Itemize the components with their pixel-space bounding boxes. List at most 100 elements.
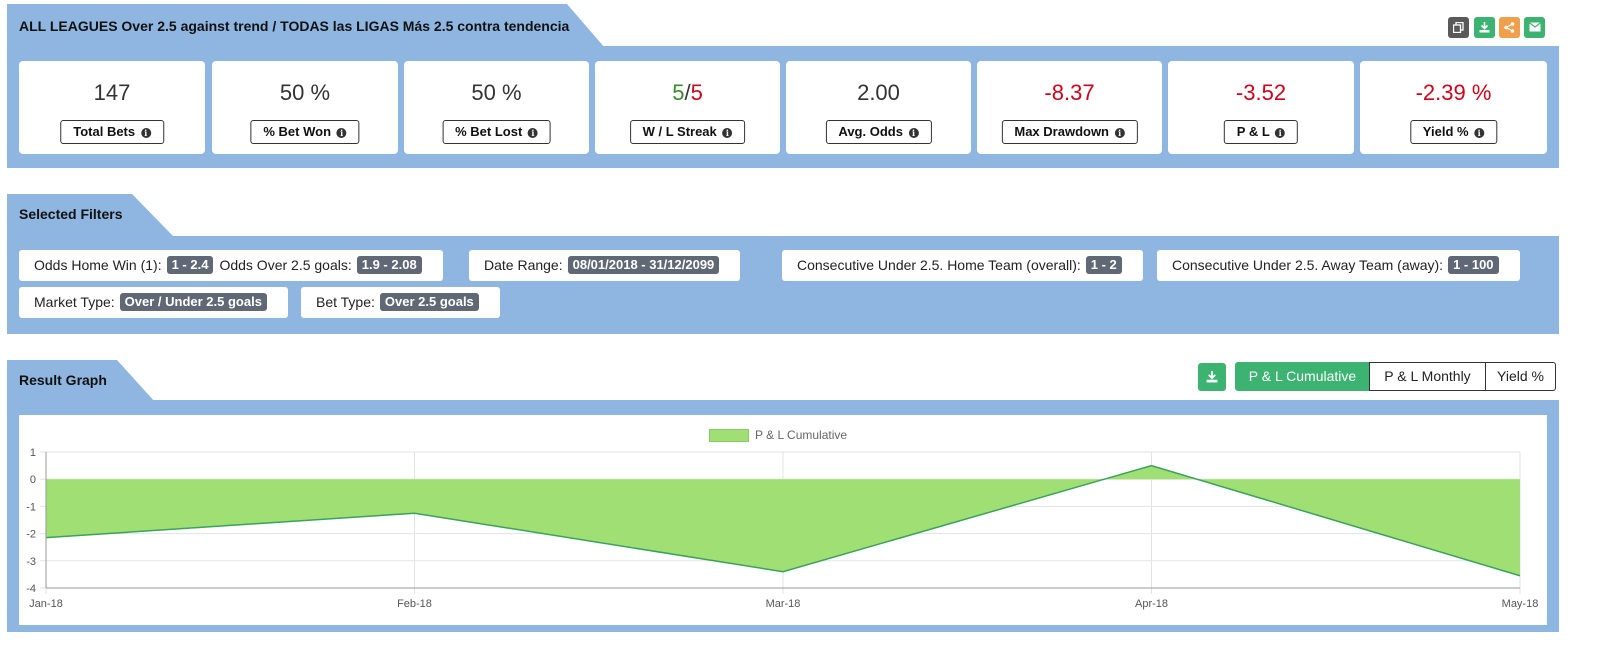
filter-date-range-chip: Date Range: 08/01/2018 - 31/12/2099 [469,250,741,281]
pnl-chart: 1 0 -1 -2 -3 -4 Jan-18 Feb-18 Mar-18 Apr-18 May-18 [26,447,1539,610]
info-icon: i [140,128,151,138]
info-icon: i [908,128,919,138]
filter-label: Market Type: [34,294,115,310]
stat-total-bets: 147 Total Bets i [19,61,205,154]
filters-title: Selected Filters [19,206,123,222]
download-button[interactable] [1474,17,1495,38]
info-icon: i [722,128,733,138]
y-tick-label: -2 [26,529,36,541]
stat-label-button[interactable]: % Bet Won i [250,120,360,144]
stat-value: 147 [93,80,131,105]
pnl-line [45,464,1521,577]
filter-home-under-chip: Consecutive Under 2.5. Home Team (overal… [782,250,1143,281]
x-tick-label: Apr-18 [1135,598,1168,610]
legend-label: P & L Cumulative [755,428,848,442]
stat-label-button[interactable]: P & L i [1223,120,1299,144]
streak-separator: / [684,80,691,105]
filters-tab-shape [7,194,173,236]
filter-label: Consecutive Under 2.5. Away Team (away): [1172,257,1444,273]
stat-label: Yield % [1422,124,1469,139]
stat-max-drawdown: -8.37 Max Drawdown i [977,61,1162,154]
stat-avg-odds: 2.00 Avg. Odds i [786,61,971,154]
stat-value: -8.37 [1044,80,1095,105]
stat-label-button[interactable]: Avg. Odds i [825,120,932,144]
stat-label: Max Drawdown [1014,124,1109,139]
graph-title: Result Graph [19,372,107,388]
page-title: ALL LEAGUES Over 2.5 against trend / TOD… [19,18,570,34]
filter-badge: 1 - 100 [1448,256,1499,274]
x-tick-label: Jan-18 [29,598,63,610]
pnl-monthly-button[interactable]: P & L Monthly [1369,362,1486,391]
share-icon [1504,22,1515,33]
stat-label-button[interactable]: % Bet Lost i [442,120,551,144]
stat-label-button[interactable]: Total Bets i [60,120,164,144]
copy-icon [1452,21,1464,34]
info-icon: i [1114,128,1125,138]
filter-label: Date Range: [484,257,563,273]
graph-download-button[interactable] [1198,363,1226,391]
chart-panel: P & L Cumulative 1 0 -1 -2 -3 -4 Jan-18 Feb-18 M… [19,415,1547,625]
filter-label: Odds Over 2.5 goals: [219,257,352,273]
stat-label: Total Bets [73,124,136,139]
stat-bet-lost: 50 % % Bet Lost i [404,61,589,154]
stat-label: Avg. Odds [838,124,903,139]
legend-swatch [709,429,749,442]
filter-away-under-chip: Consecutive Under 2.5. Away Team (away):… [1157,250,1520,281]
stat-value: 50 % [471,80,522,105]
stat-pnl: -3.52 P & L i [1168,61,1354,154]
graph-tab-shape [7,360,155,402]
email-button[interactable] [1524,17,1545,38]
stat-label: % Bet Won [263,124,332,139]
download-icon [1206,371,1218,383]
y-tick-label: 0 [30,474,36,486]
stat-label-button[interactable]: Max Drawdown i [1001,120,1138,144]
streak-win: 5 [672,80,685,105]
stat-label-button[interactable]: W / L Streak i [629,120,746,144]
filter-badge: 1 - 2 [1085,256,1122,274]
stat-value: -2.39 % [1415,80,1492,105]
stat-label: W / L Streak [642,124,717,139]
info-icon: i [527,128,538,138]
y-tick-label: -3 [26,556,36,568]
stat-label: % Bet Lost [455,124,523,139]
stat-bet-won: 50 % % Bet Won i [212,61,398,154]
stat-label: P & L [1236,124,1270,139]
envelope-icon [1528,22,1541,32]
stat-value: 50 % [279,80,331,105]
stat-value: -3.52 [1235,80,1287,105]
filter-label: Odds Home Win (1): [34,257,162,273]
copy-button[interactable] [1448,17,1469,38]
x-tick-label: Mar-18 [766,598,801,610]
download-icon [1479,22,1490,33]
x-tick-label: May-18 [1502,598,1539,610]
info-icon: i [1275,128,1286,138]
stat-value: 5/5 [595,80,780,106]
filters-section: Selected Filters Odds Home Win (1): 1 - 2… [7,194,1595,334]
summary-tab-shape [7,4,605,48]
streak-loss: 5 [690,80,703,105]
filter-bet-type-chip: Bet Type: Over 2.5 goals [301,287,500,318]
stat-label-button[interactable]: Yield % i [1409,120,1498,144]
pnl-cumulative-button[interactable]: P & L Cumulative [1235,362,1370,391]
filter-odds-chip: Odds Home Win (1): 1 - 2.4 Odds Over 2.5 g… [19,250,443,281]
filter-market-type-chip: Market Type: Over / Under 2.5 goals [19,287,288,318]
info-icon: i [1474,128,1485,138]
filter-label: Bet Type: [316,294,375,310]
summary-section: ALL LEAGUES Over 2.5 against trend / TOD… [7,4,1595,168]
stat-value: 2.00 [857,80,900,105]
y-tick-label: 1 [30,447,36,459]
filters-band: Odds Home Win (1): 1 - 2.4 Odds Over 2.5 g… [7,236,1559,334]
y-tick-label: -4 [26,583,36,595]
share-button[interactable] [1499,17,1520,38]
pnl-area [46,465,1520,576]
y-tick-label: -1 [26,501,36,513]
yield-button[interactable]: Yield % [1485,362,1556,391]
x-tick-label: Feb-18 [397,598,432,610]
filter-badge: 1 - 2.4 [166,256,214,274]
stat-wl-streak: 5/5 W / L Streak i [595,61,780,154]
filter-badge: Over 2.5 goals [379,293,479,311]
filter-badge: 08/01/2018 - 31/12/2099 [567,256,720,274]
filter-label: Consecutive Under 2.5. Home Team (overal… [797,257,1081,273]
stats-band: 147 Total Bets i 50 % % Bet Won i 50 % %… [7,46,1559,168]
info-icon: i [336,128,347,138]
